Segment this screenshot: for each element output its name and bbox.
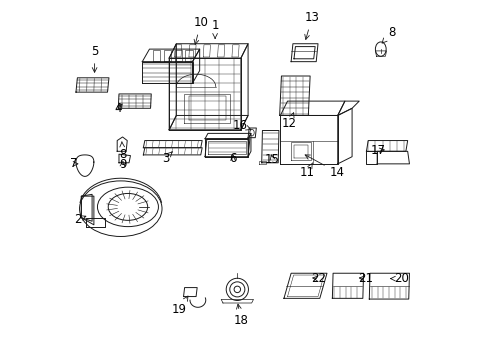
- Text: 17: 17: [369, 144, 385, 157]
- Text: 21: 21: [358, 272, 372, 285]
- Text: 8: 8: [119, 142, 126, 161]
- Text: 7: 7: [70, 157, 78, 170]
- Text: 16: 16: [232, 119, 250, 132]
- Text: 5: 5: [91, 45, 98, 72]
- Text: 14: 14: [305, 155, 344, 179]
- Text: 19: 19: [171, 296, 187, 316]
- Text: 8: 8: [381, 27, 394, 43]
- Text: 6: 6: [229, 152, 236, 165]
- Text: 11: 11: [299, 163, 314, 179]
- Text: 20: 20: [390, 272, 408, 285]
- Text: 9: 9: [119, 158, 126, 171]
- Text: 1: 1: [211, 19, 219, 38]
- Text: 15: 15: [264, 153, 279, 166]
- Text: 4: 4: [114, 103, 122, 116]
- Text: 3: 3: [162, 152, 172, 165]
- Text: 13: 13: [304, 12, 319, 40]
- Text: 22: 22: [311, 272, 326, 285]
- Text: 10: 10: [193, 17, 208, 44]
- Text: 12: 12: [281, 113, 296, 130]
- Text: 2: 2: [74, 213, 86, 226]
- Text: 18: 18: [233, 304, 248, 327]
